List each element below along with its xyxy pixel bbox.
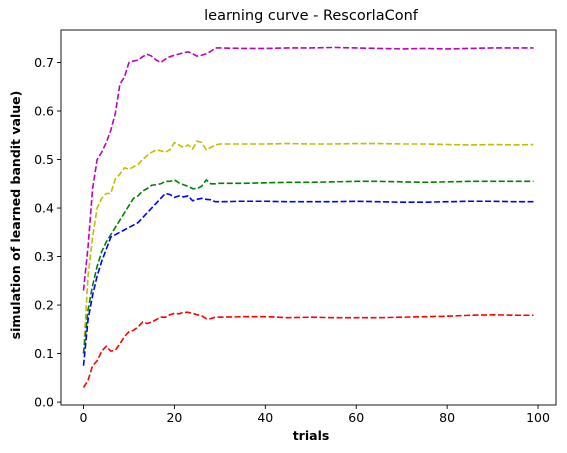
- plot-area: [60, 29, 557, 406]
- series-line-3: [82, 178, 534, 354]
- y-tick-label: 0.0: [34, 395, 54, 410]
- series-line-2: [82, 140, 534, 354]
- plot-frame: [60, 29, 557, 406]
- x-axis: 0 20 40 60 80 100: [80, 405, 550, 425]
- y-axis: 0.0 0.1 0.2 0.3 0.4 0.5 0.6 0.7: [34, 55, 61, 410]
- y-axis-label: simulation of learned bandit value): [8, 91, 23, 340]
- y-tick-label: 0.5: [34, 152, 54, 167]
- y-tick-label: 0.6: [34, 104, 54, 119]
- series-line-4: [82, 192, 534, 366]
- y-tick-label: 0.7: [34, 55, 54, 70]
- x-tick-label: 60: [348, 410, 364, 425]
- y-tick-label: 0.2: [34, 298, 54, 313]
- chart-title: learning curve - RescorlaConf: [204, 8, 419, 24]
- x-tick-label: 100: [526, 410, 550, 425]
- series-line-1: [82, 46, 534, 291]
- x-tick-label: 0: [80, 410, 88, 425]
- x-tick-label: 40: [257, 410, 273, 425]
- y-tick-label: 0.1: [34, 346, 54, 361]
- x-tick-label: 20: [166, 410, 182, 425]
- y-tick-label: 0.4: [34, 201, 54, 216]
- series-layer: [82, 46, 534, 388]
- x-axis-label: trials: [293, 428, 330, 443]
- y-tick-label: 0.3: [34, 249, 54, 264]
- series-line-5: [82, 311, 534, 388]
- x-tick-label: 80: [439, 410, 455, 425]
